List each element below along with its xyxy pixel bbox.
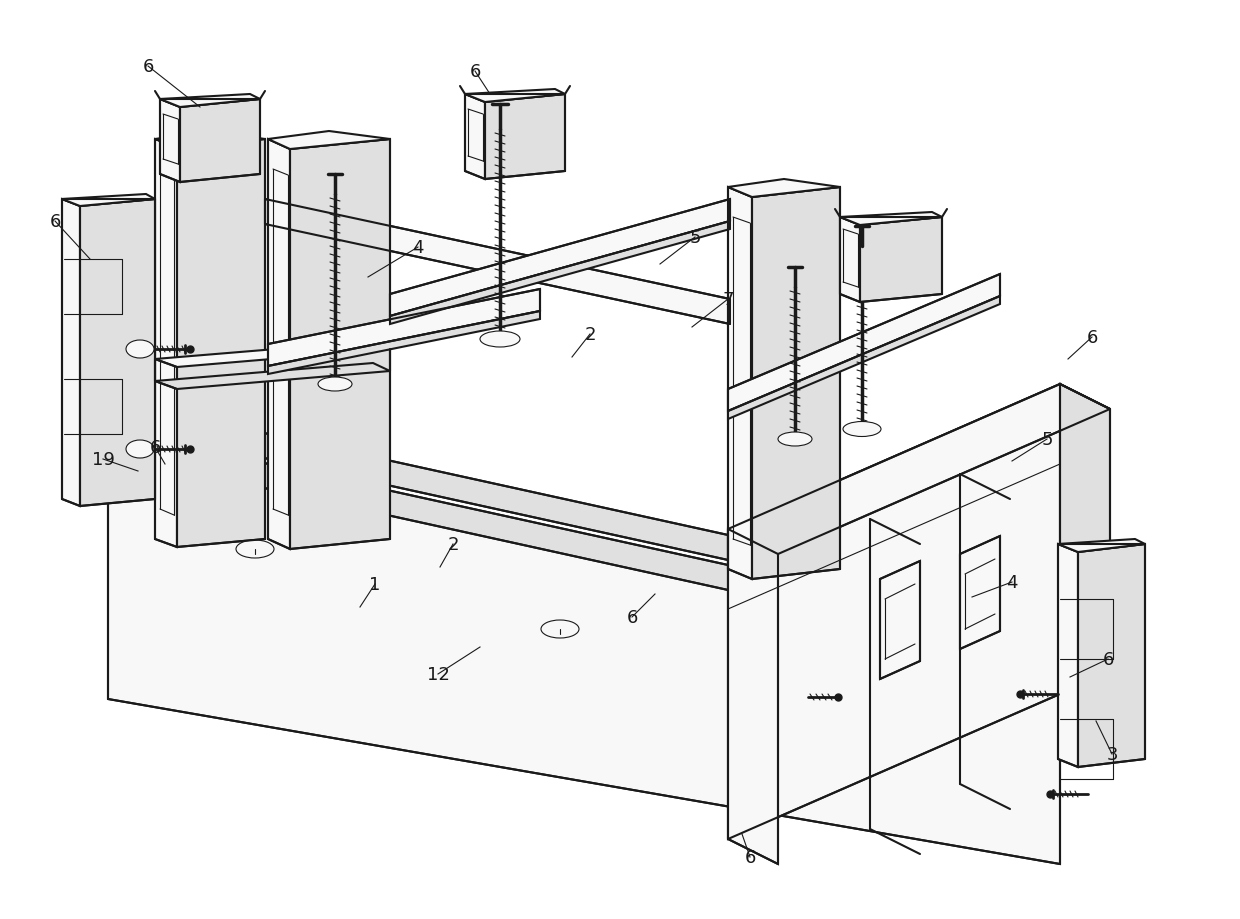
Text: 4: 4 xyxy=(1006,573,1018,591)
Polygon shape xyxy=(155,131,265,148)
Ellipse shape xyxy=(541,620,579,639)
Text: 6: 6 xyxy=(143,58,154,76)
Text: 12: 12 xyxy=(427,665,449,683)
Polygon shape xyxy=(1060,384,1110,720)
Polygon shape xyxy=(290,140,391,550)
Polygon shape xyxy=(880,562,920,679)
Polygon shape xyxy=(839,213,942,226)
Text: 4: 4 xyxy=(412,239,424,256)
Text: 6: 6 xyxy=(744,848,755,866)
Polygon shape xyxy=(839,218,861,302)
Polygon shape xyxy=(160,100,180,183)
Text: 3: 3 xyxy=(1106,745,1117,763)
Text: 6: 6 xyxy=(469,62,481,81)
Polygon shape xyxy=(268,131,391,150)
Text: 7: 7 xyxy=(722,290,734,309)
Text: 5: 5 xyxy=(689,229,701,246)
Polygon shape xyxy=(180,100,260,183)
Polygon shape xyxy=(861,218,942,302)
Text: 19: 19 xyxy=(92,450,114,469)
Polygon shape xyxy=(728,384,1110,554)
Polygon shape xyxy=(155,364,391,390)
Text: 2: 2 xyxy=(584,325,595,344)
Ellipse shape xyxy=(480,332,520,347)
Polygon shape xyxy=(160,95,260,108)
Polygon shape xyxy=(1078,544,1145,767)
Polygon shape xyxy=(81,199,155,506)
Polygon shape xyxy=(268,312,539,375)
Polygon shape xyxy=(1058,544,1078,767)
Polygon shape xyxy=(960,537,999,650)
Polygon shape xyxy=(751,187,839,579)
Polygon shape xyxy=(728,529,777,864)
Text: 6: 6 xyxy=(50,213,61,231)
Polygon shape xyxy=(465,90,565,103)
Polygon shape xyxy=(155,439,861,619)
Ellipse shape xyxy=(777,433,812,447)
Polygon shape xyxy=(391,221,730,324)
Ellipse shape xyxy=(317,378,352,391)
Text: 5: 5 xyxy=(1042,430,1053,448)
Text: 1: 1 xyxy=(370,575,381,594)
Polygon shape xyxy=(728,297,999,420)
Ellipse shape xyxy=(126,440,154,459)
Polygon shape xyxy=(155,342,391,368)
Polygon shape xyxy=(108,460,1060,864)
Polygon shape xyxy=(268,140,290,550)
Polygon shape xyxy=(62,195,155,207)
Text: 6: 6 xyxy=(149,438,161,457)
Ellipse shape xyxy=(126,341,154,358)
Polygon shape xyxy=(62,199,81,506)
Polygon shape xyxy=(728,384,1060,839)
Polygon shape xyxy=(155,410,861,589)
Polygon shape xyxy=(728,275,999,412)
Polygon shape xyxy=(177,140,265,548)
Polygon shape xyxy=(485,95,565,180)
Polygon shape xyxy=(265,199,730,324)
Ellipse shape xyxy=(843,422,880,437)
Polygon shape xyxy=(268,289,539,367)
Ellipse shape xyxy=(236,540,274,559)
Polygon shape xyxy=(728,180,839,198)
Text: 2: 2 xyxy=(448,536,459,553)
Text: 6: 6 xyxy=(1086,329,1097,346)
Polygon shape xyxy=(1058,539,1145,552)
Polygon shape xyxy=(155,140,177,548)
Text: 6: 6 xyxy=(1102,651,1114,668)
Polygon shape xyxy=(728,187,751,579)
Text: 6: 6 xyxy=(626,608,637,627)
Polygon shape xyxy=(391,199,730,317)
Polygon shape xyxy=(465,95,485,180)
